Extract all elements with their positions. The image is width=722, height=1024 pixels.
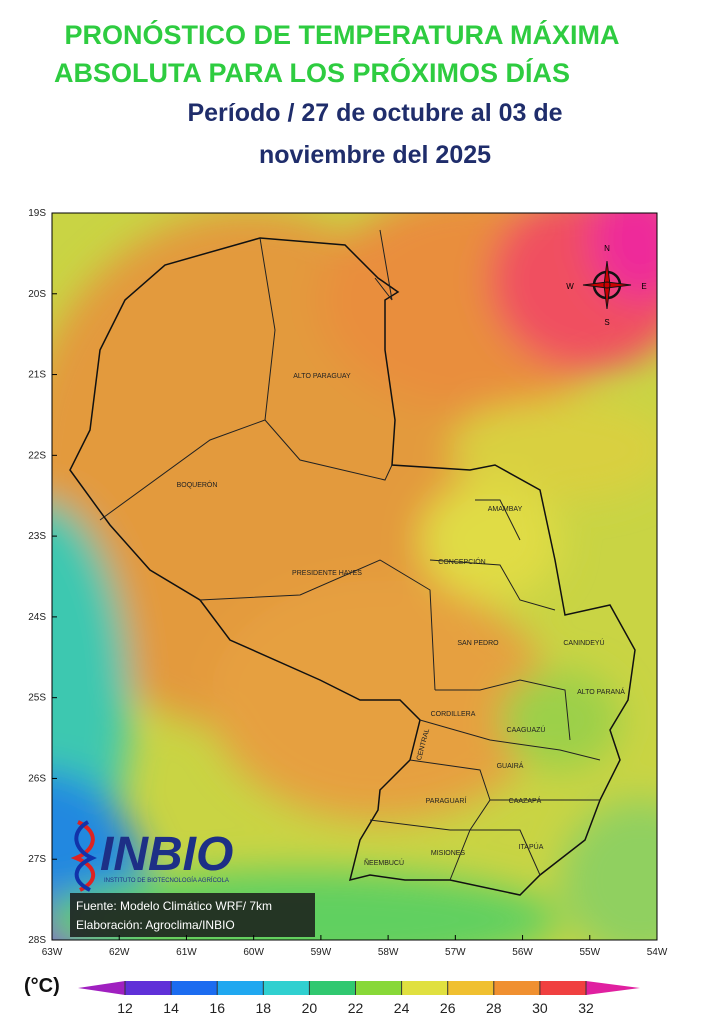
colorbar-segment [263,981,310,995]
lon-label: 61W [176,947,197,958]
region-label: CONCEPCIÓN [438,557,485,566]
colorbar-label: 16 [209,1000,225,1016]
region-label: AMAMBAY [488,506,523,513]
colorbar-end [78,981,125,995]
colorbar-label: 18 [256,1000,272,1016]
colorbar: 12 14 16 18 20 22 24 26 28 30 32 [78,981,640,1016]
region-label: ALTO PARANÁ [577,687,625,696]
colorbar-segment [171,981,218,995]
lon-label: 56W [512,947,533,958]
lat-label: 19S [28,208,46,219]
region-label: CAAZAPÁ [509,796,542,805]
period-line: noviembre del 2025 [259,141,491,169]
lon-label: 62W [109,947,130,958]
colorbar-label: 32 [578,1000,594,1016]
lat-label: 28S [28,935,46,946]
colorbar-end [586,981,640,995]
lat-label: 20S [28,289,46,300]
lon-label: 63W [42,947,63,958]
colorbar-label: 24 [394,1000,410,1016]
region-label: PARAGUARÍ [426,796,467,805]
lon-label: 55W [579,947,600,958]
colorbar-segment [217,981,264,995]
lat-label: 23S [28,531,46,542]
lat-label: 25S [28,693,46,704]
lat-label: 24S [28,612,46,623]
temperature-field [52,213,657,940]
colorbar-segment [539,981,586,995]
logo-subtitle: INSTITUTO DE BIOTECNOLOGÍA AGRÍCOLA [104,877,229,884]
lon-label: 60W [243,947,264,958]
credit-line: Elaboración: Agroclima/INBIO [76,918,235,932]
colorbar-label: 22 [348,1000,364,1016]
colorbar-label: 26 [440,1000,456,1016]
colorbar-segment [493,981,540,995]
compass-letter: E [641,282,646,291]
credit-line: Fuente: Modelo Climático WRF/ 7km [76,899,272,913]
region-label: ITAPÚA [519,842,544,851]
colorbar-label: 28 [486,1000,502,1016]
colorbar-label: 20 [302,1000,318,1016]
lon-label: 58W [378,947,399,958]
region-label: SAN PEDRO [457,640,499,647]
region-label: ÑEEMBUCÚ [364,858,404,867]
region-label: BOQUERÓN [177,480,218,489]
compass [582,260,632,310]
region-label: GUAIRÁ [497,761,524,770]
lat-label: 22S [28,450,46,461]
legend-unit: (°C) [24,975,60,997]
lat-label: 26S [28,773,46,784]
logo: INBIO INSTITUTO DE BIOTECNOLOGÍA AGRÍCOL… [70,820,233,892]
colorbar-segment [355,981,402,995]
colorbar-label: 12 [117,1000,133,1016]
region-label: CANINDEYÚ [563,638,604,647]
colorbar-label: 14 [163,1000,179,1016]
lat-label: 27S [28,854,46,865]
compass-letter: S [604,318,609,327]
credits-box [70,893,315,937]
colorbar-segment [401,981,448,995]
map-frame [51,212,658,941]
colorbar-segment [125,981,172,995]
region-label: PRESIDENTE HAYES [292,570,362,577]
region-label: ALTO PARAGUAY [293,373,351,380]
compass-letter: N [604,244,610,253]
colorbar-segment [309,981,356,995]
logo-name: INBIO [100,828,233,881]
title-line: ABSOLUTA PARA LOS PRÓXIMOS DÍAS [54,57,570,88]
region-label: MISIONES [431,850,466,857]
period-line: Período / 27 de octubre al 03 de [187,99,562,127]
region-label: CORDILLERA [431,711,476,718]
region-label: CAAGUAZÚ [507,725,546,734]
lat-label: 21S [28,370,46,381]
colorbar-label: 30 [532,1000,548,1016]
lon-label: 54W [647,947,668,958]
lon-label: 59W [311,947,332,958]
compass-letter: W [566,282,574,291]
title-line: PRONÓSTICO DE TEMPERATURA MÁXIMA [64,19,619,50]
colorbar-segment [447,981,494,995]
lon-label: 57W [445,947,466,958]
